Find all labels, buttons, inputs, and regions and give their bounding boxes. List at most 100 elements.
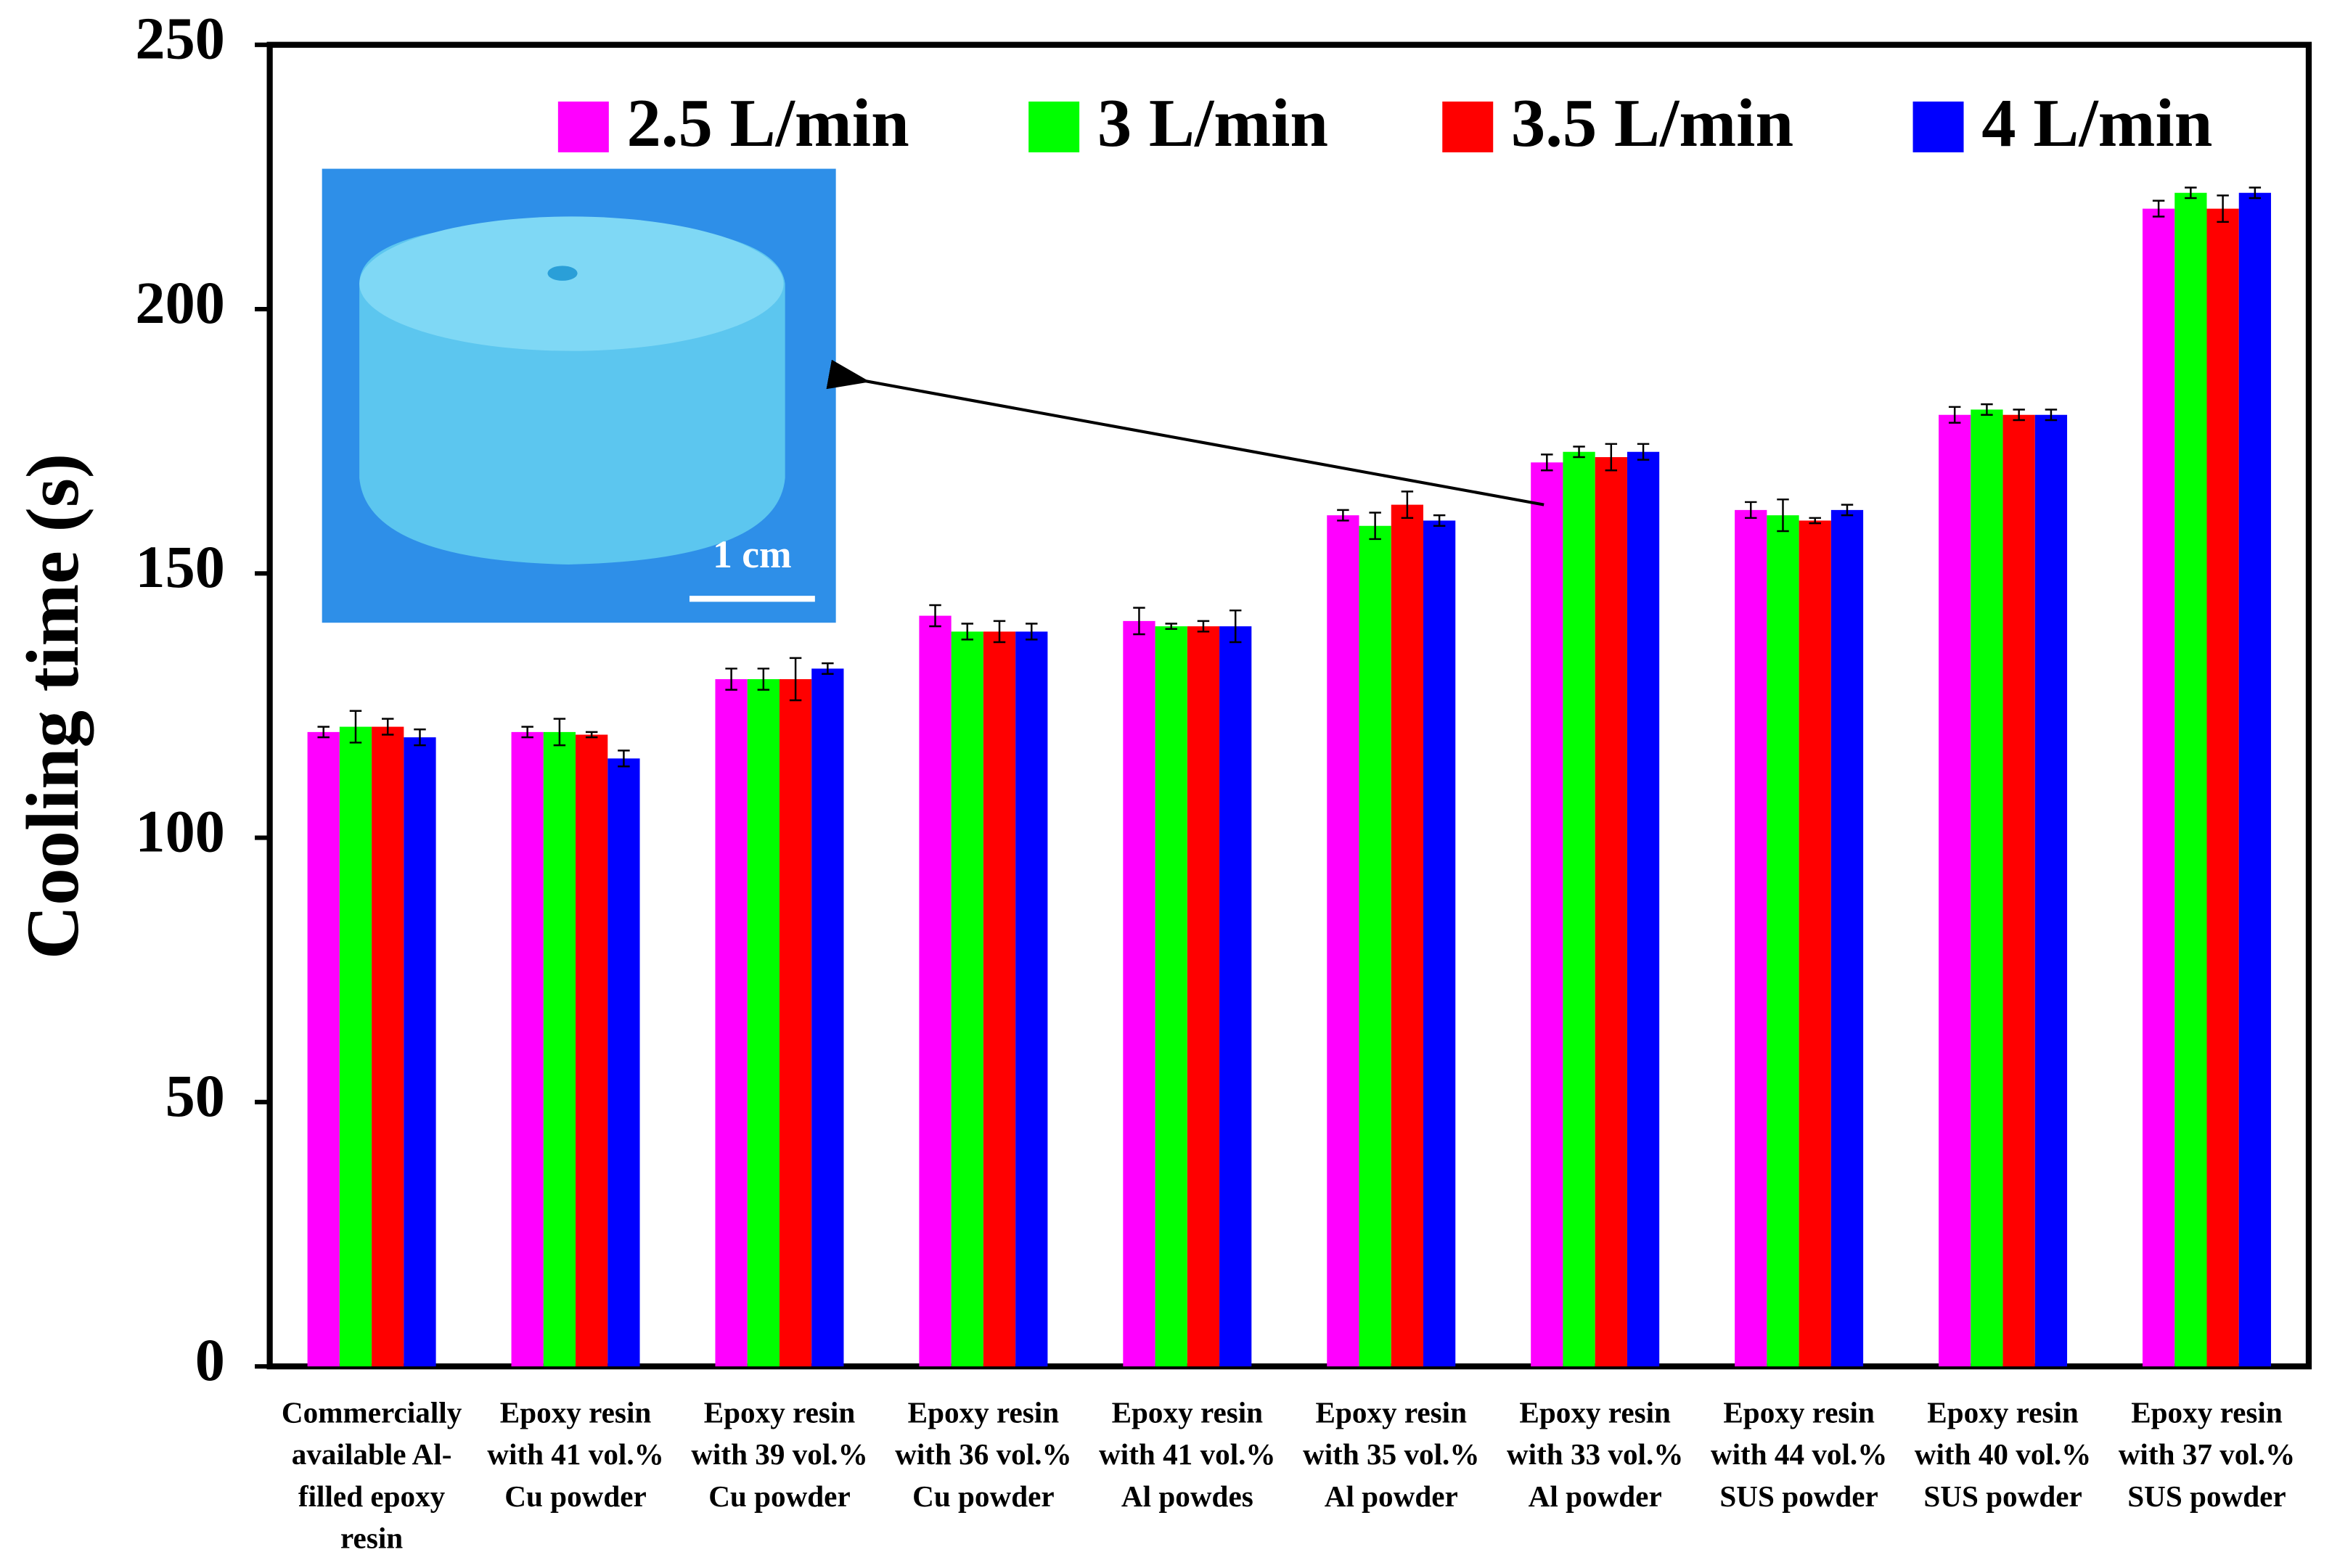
x-tick-label: Al powder xyxy=(1325,1479,1458,1513)
error-bar xyxy=(1337,509,1349,522)
error-bar xyxy=(1197,620,1210,633)
x-tick-label: with 44 vol.% xyxy=(1711,1437,1888,1471)
error-bar xyxy=(1777,498,1789,533)
x-tick-label: Cu powder xyxy=(504,1479,647,1513)
arrow xyxy=(826,359,1545,506)
bar xyxy=(2034,414,2068,1367)
bar xyxy=(1735,509,1767,1367)
bar xyxy=(2238,192,2271,1367)
x-tick-label: Epoxy resin xyxy=(2131,1396,2283,1429)
error-bar xyxy=(1605,443,1618,472)
bar xyxy=(1595,457,1627,1367)
y-tick-label: 250 xyxy=(135,6,224,72)
error-bar xyxy=(929,604,941,628)
x-tick-label: Epoxy resin xyxy=(704,1396,856,1429)
x-tick-label: Epoxy resin xyxy=(1723,1396,1875,1429)
bar xyxy=(2002,414,2035,1367)
legend-swatch xyxy=(557,101,609,152)
error-bar xyxy=(2185,186,2197,200)
inset-photo: 1 cm xyxy=(322,168,836,623)
x-tick-label: with 39 vol.% xyxy=(691,1437,868,1471)
x-tick-label: Epoxy resin xyxy=(908,1396,1060,1429)
legend-label: 4 L/min xyxy=(1981,86,2212,161)
scale-label: 1 cm xyxy=(713,533,791,576)
error-bar xyxy=(1809,517,1821,525)
bar xyxy=(1219,626,1252,1367)
bar xyxy=(715,679,748,1367)
legend-swatch xyxy=(1028,101,1080,152)
x-tick-label: with 37 vol.% xyxy=(2119,1437,2296,1471)
error-bar xyxy=(1229,609,1242,644)
x-tick-label: Commercially xyxy=(282,1396,462,1429)
y-tick-label: 100 xyxy=(135,798,224,864)
error-bar xyxy=(2013,409,2025,422)
error-bar xyxy=(521,726,533,739)
bar xyxy=(339,726,372,1367)
x-tick-label: with 41 vol.% xyxy=(1099,1437,1276,1471)
y-tick-label: 200 xyxy=(135,270,224,336)
x-tick-label: resin xyxy=(340,1521,403,1554)
bar xyxy=(1767,515,1799,1367)
bar xyxy=(1359,525,1391,1367)
bar xyxy=(543,731,576,1367)
error-bar xyxy=(317,726,330,739)
bar xyxy=(1391,504,1424,1367)
x-tick-label: with 40 vol.% xyxy=(1915,1437,2092,1471)
legend-label: 3.5 L/min xyxy=(1511,86,1793,161)
bar xyxy=(1155,626,1187,1367)
error-bar xyxy=(382,718,394,736)
bar xyxy=(372,726,404,1367)
bar xyxy=(811,668,844,1367)
x-tick-label: SUS powder xyxy=(1719,1479,1878,1513)
legend-swatch xyxy=(1442,101,1494,152)
error-bar xyxy=(1369,512,1381,541)
bar xyxy=(2142,208,2175,1367)
legend-label: 2.5 L/min xyxy=(627,86,909,161)
error-bar xyxy=(2217,194,2229,223)
bar xyxy=(1830,509,1864,1367)
bar xyxy=(576,734,608,1367)
x-tick-label: Cu powder xyxy=(912,1479,1055,1513)
bar xyxy=(1939,414,1971,1367)
bar xyxy=(1015,631,1048,1367)
x-tick-label: with 35 vol.% xyxy=(1303,1437,1480,1471)
x-tick-label: Al powder xyxy=(1529,1479,1662,1513)
legend-swatch xyxy=(1912,101,1964,152)
bar xyxy=(779,679,812,1367)
bar xyxy=(983,631,1016,1367)
photo-object-top xyxy=(359,216,784,351)
bar xyxy=(511,731,544,1367)
bar xyxy=(1123,620,1155,1367)
bar xyxy=(307,731,340,1367)
x-tick-label: Epoxy resin xyxy=(500,1396,652,1429)
bar xyxy=(1799,520,1831,1367)
y-tick-label: 50 xyxy=(165,1063,225,1129)
bar xyxy=(404,737,436,1367)
error-bar xyxy=(1841,504,1854,517)
bar xyxy=(1627,451,1660,1367)
error-bar xyxy=(1981,403,1993,416)
bar xyxy=(1971,409,2003,1367)
error-bar xyxy=(553,718,566,747)
bar xyxy=(747,679,780,1367)
y-tick-label: 0 xyxy=(195,1327,225,1393)
bar xyxy=(1563,451,1595,1367)
plot-frame xyxy=(266,41,2312,1370)
bar xyxy=(1327,515,1359,1367)
error-bar xyxy=(1026,623,1038,641)
error-bar xyxy=(1541,453,1553,472)
error-bar xyxy=(822,662,834,675)
x-tick-label: Epoxy resin xyxy=(1927,1396,2079,1429)
x-tick-label: with 33 vol.% xyxy=(1507,1437,1684,1471)
bar xyxy=(607,758,640,1367)
bar xyxy=(1531,462,1563,1367)
x-tick-label: SUS powder xyxy=(1923,1479,2082,1513)
x-tick-label: available Al- xyxy=(292,1437,452,1471)
x-tick-label: SUS powder xyxy=(2127,1479,2286,1513)
x-tick-label: Epoxy resin xyxy=(1316,1396,1468,1429)
x-tick-label: with 41 vol.% xyxy=(487,1437,664,1471)
x-tick-label: filled epoxy xyxy=(298,1479,446,1513)
error-bar xyxy=(1165,623,1177,631)
y-axis-label: Cooling time (s) xyxy=(12,453,94,959)
